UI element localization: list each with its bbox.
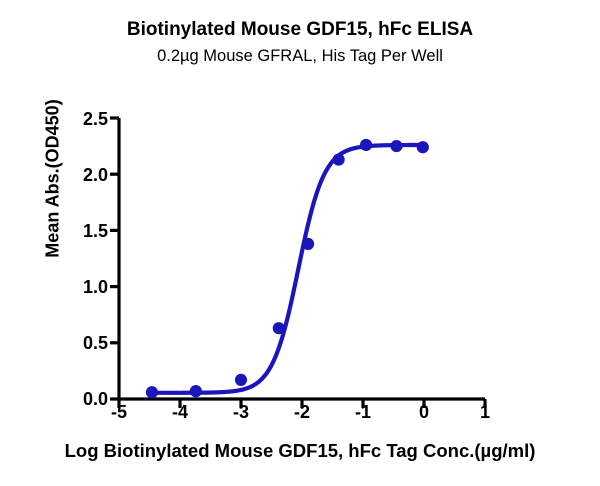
x-tick-label: -1 — [354, 402, 371, 422]
x-tick-label: -3 — [232, 402, 249, 422]
chart-title: Biotinylated Mouse GDF15, hFc ELISA — [126, 19, 474, 40]
y-tick-label: 2.0 — [82, 165, 108, 185]
data-point — [359, 138, 373, 152]
data-point — [416, 141, 429, 154]
data-point — [234, 373, 248, 386]
y-tick-label: 2.5 — [82, 109, 108, 129]
data-point-group — [145, 138, 429, 399]
chart-subtitle: 0.2µg Mouse GFRAL, His Tag Per Well — [157, 47, 443, 65]
y-tick-label: 0.0 — [82, 389, 108, 409]
x-tick-label: 1 — [479, 402, 490, 422]
x-tick-label: -2 — [293, 402, 310, 422]
y-axis-tick-labels: 2.5 2.0 1.5 1.0 0.5 0.0 — [52, 0, 108, 486]
x-tick-label: -4 — [171, 402, 188, 422]
x-tick-label: 0 — [418, 402, 429, 422]
x-axis-title: Log Biotinylated Mouse GDF15, hFc Tag Co… — [64, 440, 536, 461]
y-tick-label: 0.5 — [82, 333, 108, 353]
data-point — [390, 140, 403, 153]
data-point — [272, 322, 285, 335]
y-tick-label: 1.5 — [82, 221, 108, 241]
y-tick-label: 1.0 — [82, 277, 108, 297]
data-point — [189, 385, 202, 398]
chart-title-block: Biotinylated Mouse GDF15, hFc ELISA 0.2µ… — [0, 18, 600, 67]
data-point — [332, 153, 345, 166]
x-axis-tick-labels: -5 -4 -3 -2 -1 0 1 — [0, 402, 600, 432]
data-point — [145, 386, 159, 399]
x-axis-ticks — [117, 399, 487, 408]
x-tick-label: -5 — [110, 402, 127, 422]
sigmoid-fit-curve — [149, 142, 425, 395]
data-point — [302, 237, 315, 250]
